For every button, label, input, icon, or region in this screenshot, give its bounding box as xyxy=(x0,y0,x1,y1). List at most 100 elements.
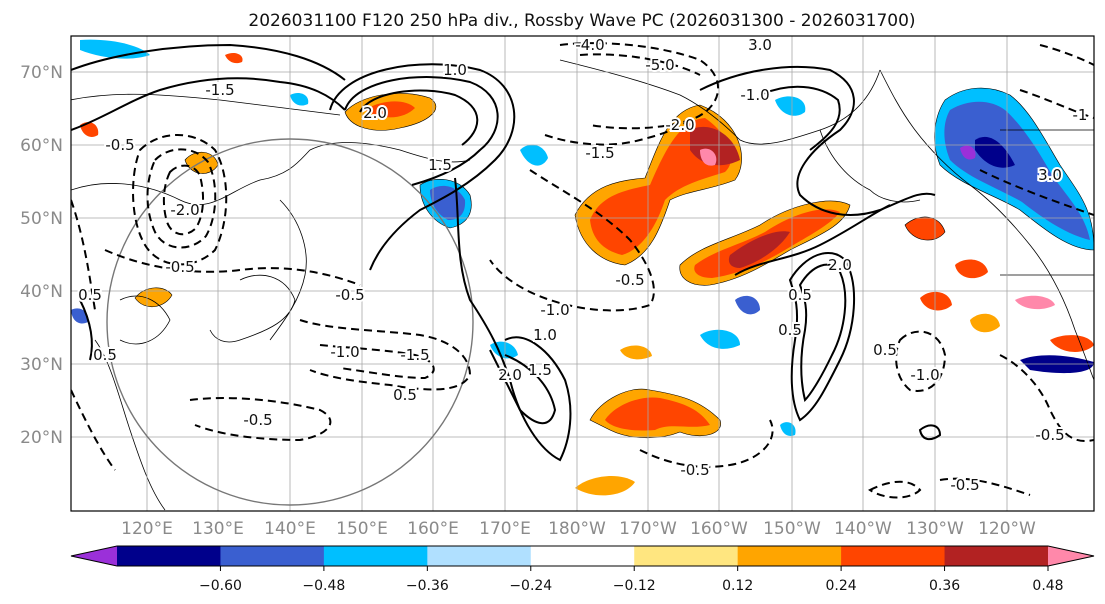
colorbar-segment xyxy=(841,546,946,566)
contour-label-halo: 2.0 xyxy=(363,104,387,122)
colorbar-segment xyxy=(220,546,325,566)
negative-area xyxy=(290,93,309,106)
contour-label-halo: -0.5 xyxy=(335,286,364,304)
lon-label: 150°E xyxy=(336,519,388,539)
positive-area xyxy=(920,291,952,311)
contour-label-halo: 0.5 xyxy=(873,341,897,359)
negative-area xyxy=(775,96,806,116)
positive-area xyxy=(728,231,790,268)
contour-label-halo: 2.0 xyxy=(498,366,522,384)
contour-label: -0.5 xyxy=(680,461,709,479)
colorbar-tick-label: 0.36 xyxy=(929,578,960,594)
negative-area xyxy=(944,101,1090,240)
negative-area xyxy=(975,136,1015,168)
colorbar-tick-label: 0.12 xyxy=(722,578,753,594)
colorbar-segment xyxy=(117,546,221,566)
contour-label: 3.0 xyxy=(1038,166,1062,184)
contour-label: 2.0 xyxy=(828,256,852,274)
colorbar-tick-label: −0.48 xyxy=(302,578,345,594)
negative-area xyxy=(520,144,548,166)
negative-contours xyxy=(71,42,1094,499)
negative-area xyxy=(960,145,976,160)
contour-label: 0.5 xyxy=(78,286,102,304)
contour-label: -0.5 xyxy=(243,411,272,429)
colorbar-segment xyxy=(737,546,842,566)
map-frame xyxy=(70,35,1095,512)
contour-label: -1.0 xyxy=(540,301,569,319)
lon-label: 130°W xyxy=(906,519,964,539)
negative-area xyxy=(71,308,89,324)
contour-label-halo: -1.0 xyxy=(330,343,359,361)
positive-area xyxy=(80,122,99,137)
contour-label: -0.5 xyxy=(1035,426,1064,444)
contour-label-halo: -1.0 xyxy=(540,301,569,319)
contour-label: -5.0 xyxy=(645,56,674,74)
lat-label: 30°N xyxy=(20,355,63,375)
lon-label: 120°W xyxy=(978,519,1036,539)
contour-label-halo: -2.0 xyxy=(665,116,694,134)
contour-label-halo: 3.0 xyxy=(1038,166,1062,184)
lat-label: 60°N xyxy=(20,136,63,156)
contour-label: -1.5 xyxy=(205,81,234,99)
reference-circle xyxy=(106,138,474,506)
graticule xyxy=(71,36,1094,511)
contour-label-halo: 0.5 xyxy=(778,321,802,339)
contour-label-halo: -1.5 xyxy=(585,144,614,162)
positive-area xyxy=(134,287,173,307)
colorbar-tick-label: 0.48 xyxy=(1032,578,1063,594)
positive-area xyxy=(605,397,710,431)
contour-label: -1.0 xyxy=(330,343,359,361)
contour-label-halo: -2.0 xyxy=(170,201,199,219)
contour-label: -2.0 xyxy=(665,116,694,134)
contour-label-halo: 0.5 xyxy=(93,346,117,364)
lon-label: 160°E xyxy=(407,519,459,539)
contour-label: -1.5 xyxy=(400,346,429,364)
figure-title: 2026031100 F120 250 hPa div., Rossby Wav… xyxy=(248,11,915,31)
colorbar-extend-max xyxy=(1048,546,1094,566)
contour-label-halo: 1.5 xyxy=(528,361,552,379)
positive-area xyxy=(1015,295,1055,310)
contour-label: -0.5 xyxy=(615,271,644,289)
contour-label: -0.5 xyxy=(105,136,134,154)
colorbar-tick-label: −0.60 xyxy=(199,578,242,594)
lon-label: 170°E xyxy=(479,519,531,539)
contour-label: -0.5 xyxy=(335,286,364,304)
contour-label: -0.5 xyxy=(165,258,194,276)
positive-area xyxy=(225,52,243,64)
positive-area xyxy=(1050,335,1094,352)
contour-label-halo: -1.0 xyxy=(910,366,939,384)
contour-label: 2.0 xyxy=(498,366,522,384)
colorbar-tick-label: −0.24 xyxy=(509,578,552,594)
colorbar-extend-min xyxy=(71,546,117,566)
positive-area xyxy=(365,101,415,118)
lon-label: 140°W xyxy=(834,519,892,539)
contour-label: -2.0 xyxy=(170,201,199,219)
contour-label: -4.0 xyxy=(575,36,604,54)
contour-label-halo: -0.5 xyxy=(165,258,194,276)
contour-label-halo: -0.5 xyxy=(1035,426,1064,444)
colorbar-segment xyxy=(323,546,428,566)
lon-label: 140°E xyxy=(264,519,316,539)
map-layers xyxy=(71,36,1094,511)
contour-label-halo: 1.0 xyxy=(443,61,467,79)
negative-area xyxy=(735,295,760,315)
lon-label: 120°E xyxy=(121,519,173,539)
colorbar-outline xyxy=(70,545,1095,567)
colorbar-segment xyxy=(634,546,739,566)
lat-label: 70°N xyxy=(20,63,63,83)
contour-label: 0.5 xyxy=(873,341,897,359)
contour-label-halo: -1 xyxy=(1073,106,1088,124)
positive-area xyxy=(700,148,717,166)
colorbar: −0.60 −0.48 −0.36 −0.24 −0.12 0.12 0.24 0.36 0.4… xyxy=(70,545,1095,594)
contour-label-halo: -1.5 xyxy=(400,346,429,364)
lon-label: 150°W xyxy=(763,519,821,539)
map-background xyxy=(71,36,1094,511)
contour-label: -1.0 xyxy=(740,86,769,104)
contour-label-halo: -0.5 xyxy=(950,476,979,494)
lat-label: 50°N xyxy=(20,209,63,229)
contour-label-halo: -0.5 xyxy=(105,136,134,154)
positive-area xyxy=(970,313,1000,333)
colorbar-segment xyxy=(530,546,635,566)
contour-label: -1.5 xyxy=(585,144,614,162)
contour-label-halo: -1.5 xyxy=(205,81,234,99)
